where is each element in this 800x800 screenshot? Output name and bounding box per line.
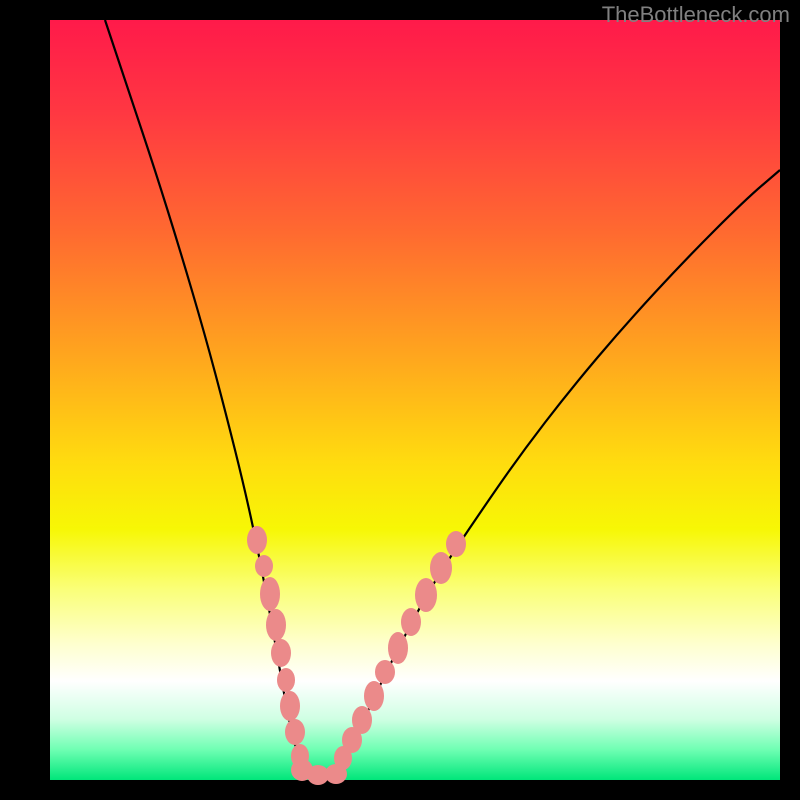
- data-marker: [388, 632, 408, 664]
- data-marker: [430, 552, 452, 584]
- data-marker: [255, 555, 273, 577]
- data-marker: [247, 526, 267, 554]
- data-marker: [375, 660, 395, 684]
- data-marker: [446, 531, 466, 557]
- data-marker: [260, 577, 280, 611]
- data-marker: [266, 609, 286, 641]
- data-marker: [352, 706, 372, 734]
- data-marker: [271, 639, 291, 667]
- watermark-text: TheBottleneck.com: [602, 2, 790, 28]
- chart-svg: [0, 0, 800, 800]
- data-marker: [415, 578, 437, 612]
- plot-background: [50, 20, 780, 780]
- data-marker: [401, 608, 421, 636]
- data-marker: [280, 691, 300, 721]
- chart-canvas: TheBottleneck.com: [0, 0, 800, 800]
- data-marker: [277, 668, 295, 692]
- data-marker: [285, 719, 305, 745]
- data-marker: [364, 681, 384, 711]
